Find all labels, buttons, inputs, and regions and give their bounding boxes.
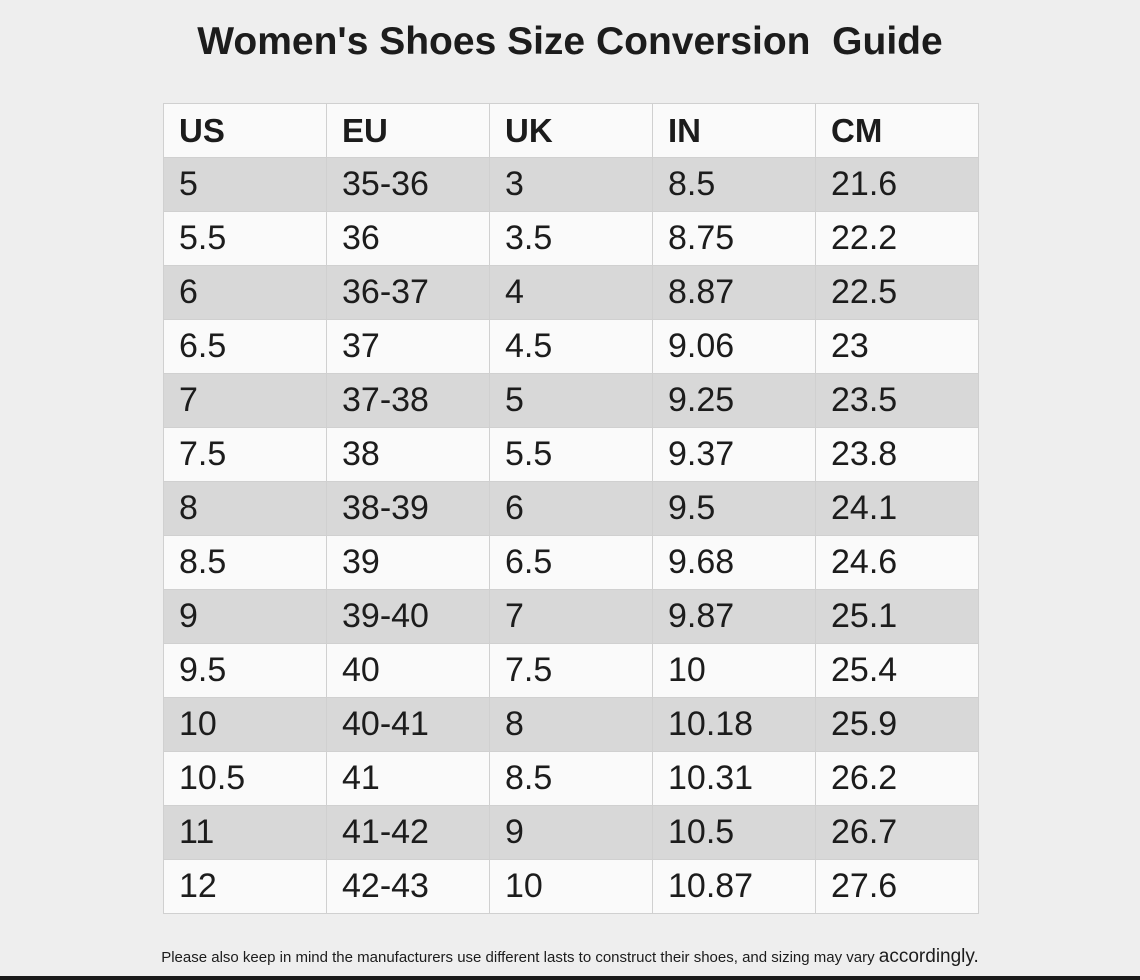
table-cell: 39 [326,535,490,590]
table-row: 6 36-37 4 8.87 22.5 [163,265,979,320]
table-cell: 27.6 [815,859,979,914]
table-row: 6.5 37 4.5 9.06 23 [163,319,979,374]
table-row: 12 42-43 10 10.87 27.6 [163,859,979,914]
table-cell: 9.5 [652,481,816,536]
table-cell: 6.5 [489,535,653,590]
table-cell: 9.37 [652,427,816,482]
table-cell: 7.5 [489,643,653,698]
table-cell: 11 [163,805,327,860]
table-cell: 41 [326,751,490,806]
table-cell: 26.7 [815,805,979,860]
table-cell: 22.5 [815,265,979,320]
table-cell: 5.5 [163,211,327,266]
table-row: 7.5 38 5.5 9.37 23.8 [163,427,979,482]
table-cell: 5 [163,157,327,212]
table-cell: 8.75 [652,211,816,266]
table-cell: 10.87 [652,859,816,914]
table-cell: 7.5 [163,427,327,482]
table-cell: 10.31 [652,751,816,806]
table-cell: 9.68 [652,535,816,590]
table-row: 7 37-38 5 9.25 23.5 [163,373,979,428]
table-cell: 37-38 [326,373,490,428]
table-cell: 4.5 [489,319,653,374]
table-cell: 8.5 [489,751,653,806]
table-cell: 3.5 [489,211,653,266]
table-cell: 42-43 [326,859,490,914]
table-cell: 8 [489,697,653,752]
bottom-bar [0,976,1140,980]
table-cell: 9.5 [163,643,327,698]
table-row: 10.5 41 8.5 10.31 26.2 [163,751,979,806]
table-cell: 4 [489,265,653,320]
table-cell: 6.5 [163,319,327,374]
table-cell: 23.8 [815,427,979,482]
table-cell: 7 [163,373,327,428]
table-cell: 8 [163,481,327,536]
footer-text: Please also keep in mind the manufacture… [161,949,875,966]
table-cell: 25.1 [815,589,979,644]
table-cell: 5.5 [489,427,653,482]
table-cell: 23.5 [815,373,979,428]
table-cell: 21.6 [815,157,979,212]
table-row: 11 41-42 9 10.5 26.7 [163,805,979,860]
table-cell: 25.4 [815,643,979,698]
table-cell: 40-41 [326,697,490,752]
table-cell: 12 [163,859,327,914]
table-cell: 36 [326,211,490,266]
table-cell: 10 [652,643,816,698]
table-cell: 24.6 [815,535,979,590]
header-row: US EU UK IN CM [163,103,979,158]
table-cell: 38-39 [326,481,490,536]
table-cell: 3 [489,157,653,212]
table-cell: 9.25 [652,373,816,428]
table-row: 9 39-40 7 9.87 25.1 [163,589,979,644]
table-cell: 8.5 [652,157,816,212]
table-cell: 10.18 [652,697,816,752]
table-row: 10 40-41 8 10.18 25.9 [163,697,979,752]
table-row: 9.5 40 7.5 10 25.4 [163,643,979,698]
column-header: EU [326,103,490,158]
footer-emphasis: accordingly. [878,946,979,967]
table-cell: 6 [163,265,327,320]
table-cell: 25.9 [815,697,979,752]
table-row: 5 35-36 3 8.5 21.6 [163,157,979,212]
table-cell: 39-40 [326,589,490,644]
table-cell: 10.5 [163,751,327,806]
table-cell: 22.2 [815,211,979,266]
table-cell: 38 [326,427,490,482]
table-cell: 9.06 [652,319,816,374]
table-cell: 35-36 [326,157,490,212]
table-cell: 24.1 [815,481,979,536]
table-cell: 10 [489,859,653,914]
size-table: US EU UK IN CM 5 35-36 3 8.5 21.6 5.5 36 3.5 8.75 22.2… [163,103,979,914]
table-cell: 8.5 [163,535,327,590]
title: Women's Shoes Size Conversion Guide [197,20,943,63]
table-cell: 9 [489,805,653,860]
table-cell: 41-42 [326,805,490,860]
table-cell: 5 [489,373,653,428]
table-row: 5.5 36 3.5 8.75 22.2 [163,211,979,266]
table-cell: 36-37 [326,265,490,320]
column-header: UK [489,103,653,158]
column-header: IN [652,103,816,158]
table-cell: 6 [489,481,653,536]
table-cell: 26.2 [815,751,979,806]
table-row: 8.5 39 6.5 9.68 24.6 [163,535,979,590]
table-cell: 37 [326,319,490,374]
table-cell: 7 [489,589,653,644]
footer: Please also keep in mind the manufacture… [0,946,1140,968]
table-row: 8 38-39 6 9.5 24.1 [163,481,979,536]
table-cell: 23 [815,319,979,374]
table-cell: 9 [163,589,327,644]
table-cell: 8.87 [652,265,816,320]
table-cell: 10 [163,697,327,752]
table-cell: 9.87 [652,589,816,644]
table-cell: 10.5 [652,805,816,860]
column-header: CM [815,103,979,158]
column-header: US [163,103,327,158]
table-cell: 40 [326,643,490,698]
